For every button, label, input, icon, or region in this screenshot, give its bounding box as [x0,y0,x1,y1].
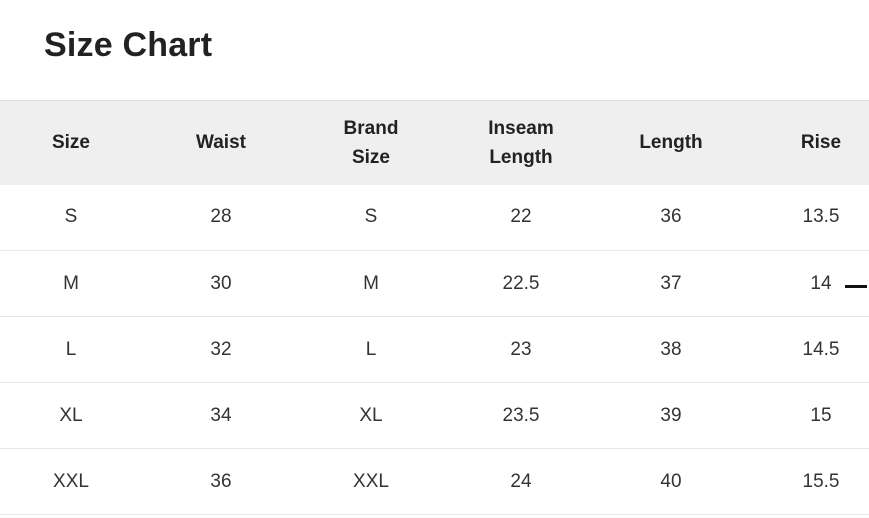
table-row: L 32 L 23 38 14.5 [0,317,869,383]
table-cell: 22.5 [502,272,540,294]
table-cell: 39 [660,404,682,426]
table-cell: 23.5 [502,404,540,426]
column-header: Brand Size [296,101,446,185]
table-cell: M [63,272,79,294]
table-body: S 28 S 22 36 13.5 M 30 M 22.5 37 14 L 32 L 23 38 14.5 XL 34… [0,185,869,515]
table-cell: M [363,272,379,294]
table-cell: 36 [660,206,682,228]
table-cell: 22 [510,206,532,228]
table-cell: 24 [510,470,532,492]
column-header-text: Length [489,146,553,168]
table-cell: XL [359,404,383,426]
table-header-row: Size Waist Brand Size Inseam Length Length Rise [0,100,869,185]
table-cell: 14 [810,272,832,294]
table-cell: 40 [660,470,682,492]
table-cell: 23 [510,338,532,360]
table-cell: XXL [353,470,389,492]
table-cell: 14.5 [802,338,840,360]
table-cell: L [65,338,77,360]
table-row: M 30 M 22.5 37 14 [0,251,869,317]
column-header-text: Size [351,146,391,168]
table-cell: 30 [210,272,232,294]
table-cell: XL [59,404,83,426]
table-cell: 38 [660,338,682,360]
table-cell: 28 [210,206,232,228]
table-row: XXL 36 XXL 24 40 15.5 [0,449,869,515]
column-header-text: Waist [196,132,246,154]
table-cell: 32 [210,338,232,360]
column-header-text: Size [51,132,91,154]
table-cell: 37 [660,272,682,294]
table-cell: 15.5 [802,470,840,492]
table-cell: 13.5 [802,206,840,228]
table-cell: 36 [210,470,232,492]
column-header: Waist [146,101,296,185]
column-header: Size [0,101,146,185]
table-cell: XXL [53,470,89,492]
size-chart-table: Size Waist Brand Size Inseam Length Length Rise… [0,100,869,515]
page-title: Size Chart [44,26,213,64]
table-row: XL 34 XL 23.5 39 15 [0,383,869,449]
table-cell: S [364,206,378,228]
column-header: Inseam Length [446,101,596,185]
column-header-text: Rise [800,132,842,154]
column-header: Rise [746,101,869,185]
table-cell: S [64,206,78,228]
table-cell: 15 [810,404,832,426]
table-cell: 34 [210,404,232,426]
scroll-indicator-dash [845,285,867,288]
column-header-text: Brand [343,117,399,139]
column-header: Length [596,101,746,185]
column-header-text: Length [639,132,703,154]
table-cell: L [365,338,377,360]
table-row: S 28 S 22 36 13.5 [0,185,869,251]
column-header-text: Inseam [488,117,554,139]
